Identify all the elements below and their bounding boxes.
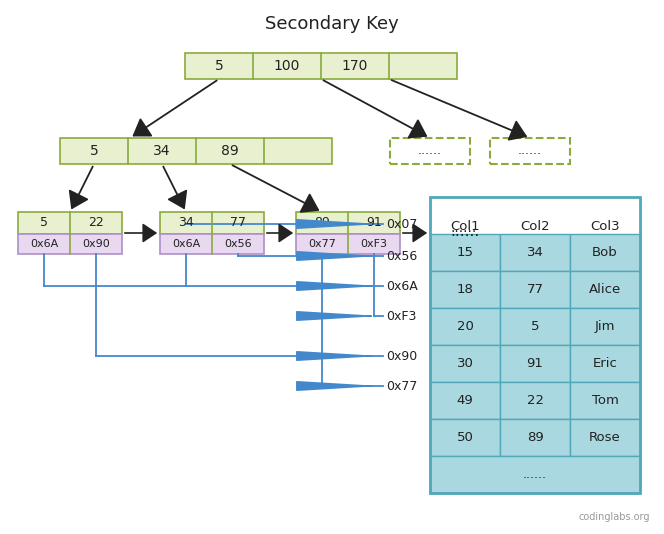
Text: 77: 77 [527, 283, 544, 296]
Bar [500, 345, 570, 382]
Bar [430, 271, 500, 308]
Text: 0x6A: 0x6A [30, 239, 58, 249]
Text: 34: 34 [527, 246, 543, 259]
Text: 5: 5 [531, 320, 539, 333]
Bar [185, 53, 457, 79]
Text: 91: 91 [366, 216, 382, 230]
Text: 34: 34 [153, 144, 171, 158]
Text: 0x90: 0x90 [386, 349, 417, 363]
Bar [570, 308, 640, 345]
Bar [430, 197, 640, 493]
Text: 0xF3: 0xF3 [386, 310, 416, 323]
Bar [18, 234, 122, 254]
Bar [500, 308, 570, 345]
Text: Tom: Tom [592, 394, 618, 407]
Text: 18: 18 [457, 283, 473, 296]
Text: 20: 20 [457, 320, 473, 333]
Text: 89: 89 [527, 431, 543, 444]
Text: 100: 100 [274, 59, 300, 73]
Text: 0xF3: 0xF3 [361, 239, 388, 249]
Bar [430, 382, 500, 419]
Bar [430, 419, 500, 456]
Bar [430, 234, 500, 271]
Text: 0x6A: 0x6A [386, 279, 418, 293]
Bar [430, 456, 640, 493]
Bar [500, 271, 570, 308]
Bar [390, 138, 470, 164]
Text: Alice: Alice [589, 283, 621, 296]
Text: 0x56: 0x56 [386, 249, 417, 263]
Bar [570, 419, 640, 456]
Bar [570, 271, 640, 308]
Text: 0x77: 0x77 [308, 239, 336, 249]
Text: ......: ...... [418, 145, 442, 158]
Text: codinglabs.org: codinglabs.org [578, 512, 650, 522]
Text: Col1: Col1 [450, 219, 480, 232]
Bar [570, 234, 640, 271]
Text: Col2: Col2 [520, 219, 550, 232]
Bar [570, 382, 640, 419]
Text: ......: ...... [523, 468, 547, 481]
Text: 91: 91 [527, 357, 543, 370]
Text: 50: 50 [457, 431, 473, 444]
Text: 89: 89 [314, 216, 330, 230]
Text: 0x77: 0x77 [386, 380, 418, 392]
Text: 22: 22 [527, 394, 544, 407]
Text: 5: 5 [40, 216, 48, 230]
Text: ......: ...... [450, 224, 479, 240]
Bar [160, 212, 264, 234]
Bar [490, 138, 570, 164]
Text: Jim: Jim [595, 320, 616, 333]
Bar [60, 138, 332, 164]
Text: Col3: Col3 [590, 219, 620, 232]
Text: 34: 34 [178, 216, 194, 230]
Bar [500, 419, 570, 456]
Bar [430, 308, 500, 345]
Bar [430, 345, 500, 382]
Text: 0x56: 0x56 [224, 239, 252, 249]
Text: 77: 77 [230, 216, 246, 230]
Bar [18, 212, 122, 234]
Text: 0x90: 0x90 [82, 239, 110, 249]
Text: 5: 5 [214, 59, 223, 73]
Text: 5: 5 [90, 144, 98, 158]
Bar [296, 234, 400, 254]
Text: Eric: Eric [592, 357, 618, 370]
Text: 89: 89 [221, 144, 239, 158]
Bar [160, 234, 264, 254]
Text: Bob: Bob [592, 246, 618, 259]
Text: Secondary Key: Secondary Key [265, 15, 399, 33]
Text: ......: ...... [518, 145, 542, 158]
Text: 49: 49 [457, 394, 473, 407]
Bar [570, 345, 640, 382]
Text: 0x07: 0x07 [386, 217, 418, 231]
Text: ......: ...... [450, 221, 476, 235]
Text: 30: 30 [457, 357, 473, 370]
Bar [296, 212, 400, 234]
Text: 22: 22 [88, 216, 104, 230]
Text: 15: 15 [457, 246, 473, 259]
Text: Rose: Rose [589, 431, 621, 444]
Bar [500, 382, 570, 419]
Text: 0x6A: 0x6A [172, 239, 200, 249]
Text: 170: 170 [342, 59, 368, 73]
Bar [500, 234, 570, 271]
